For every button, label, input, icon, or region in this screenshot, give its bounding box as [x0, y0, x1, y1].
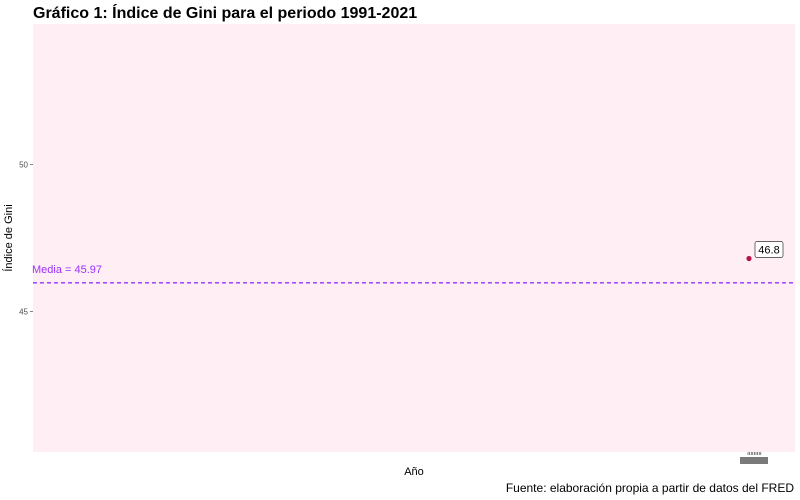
y-axis-title: Índice de Gini [2, 204, 15, 271]
x-axis-ticks [740, 452, 768, 464]
data-label-box-2021 [754, 241, 784, 258]
x-axis-title: Año [404, 466, 424, 478]
chart-caption: Fuente: elaboración propia a partir de d… [506, 481, 794, 495]
data-points: 46.8 [746, 241, 784, 262]
chart-title: Gráfico 1: Índice de Gini para el period… [33, 3, 417, 22]
x-tick-labels-overlap [740, 457, 768, 464]
data-point-2021 [746, 255, 752, 262]
y-axis: 45 50 [19, 161, 33, 316]
mean-label: Media = 45.97 [32, 264, 102, 276]
data-label-2021: 46.8 [758, 245, 779, 257]
y-tick-label-50: 50 [19, 161, 28, 170]
plot-panel [33, 24, 795, 452]
y-tick-label-45: 45 [19, 307, 28, 316]
